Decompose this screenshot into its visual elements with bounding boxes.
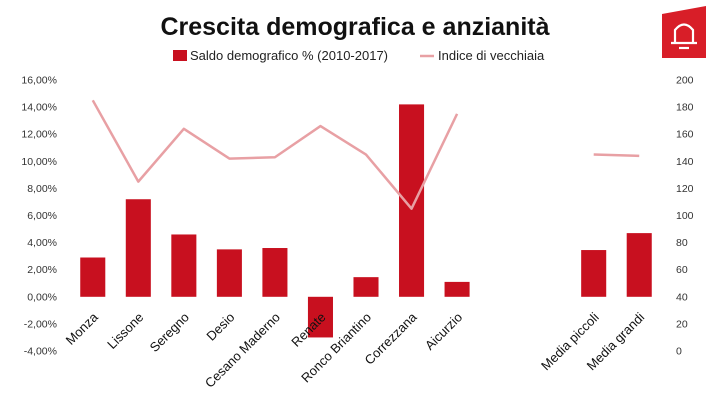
- x-category-label: Seregno: [147, 310, 192, 355]
- y-right-tick-label: 0: [676, 346, 682, 358]
- y-left-tick-label: 4,00%: [27, 237, 57, 249]
- bar: [171, 234, 197, 297]
- legend-line-label: Indice di vecchiaia: [438, 48, 545, 63]
- x-category-label: Desio: [203, 310, 237, 344]
- chart-title: Crescita demografica e anzianità: [160, 13, 549, 41]
- y-left-tick-label: 16,00%: [21, 75, 57, 87]
- line-series: [91, 99, 640, 210]
- bar: [581, 250, 607, 297]
- bar: [353, 277, 379, 297]
- y-right-tick-label: 140: [676, 156, 694, 168]
- y-left-tick-label: -2,00%: [24, 318, 57, 330]
- bar: [80, 257, 106, 297]
- x-category-label: Aicurzio: [422, 310, 465, 353]
- legend-bar-swatch: [173, 50, 187, 61]
- y-left-tick-label: 12,00%: [21, 129, 57, 141]
- y-left-tick-label: -4,00%: [24, 346, 57, 358]
- legend: Saldo demografico % (2010-2017) Indice d…: [173, 48, 545, 63]
- y-left-tick-label: 8,00%: [27, 183, 57, 195]
- bar: [125, 199, 151, 297]
- y-right-tick-label: 120: [676, 183, 694, 195]
- y-right-tick-label: 200: [676, 75, 694, 87]
- logo-badge: [662, 6, 706, 58]
- line-series-path: [593, 153, 640, 158]
- y-right-tick-label: 60: [676, 264, 688, 276]
- bar: [262, 248, 288, 297]
- y-right-tick-label: 100: [676, 210, 694, 222]
- bar: [444, 281, 470, 297]
- y-left-tick-label: 0,00%: [27, 291, 57, 303]
- y-right-tick-label: 160: [676, 129, 694, 141]
- x-category-label: Lissone: [104, 310, 146, 352]
- legend-bar-label: Saldo demografico % (2010-2017): [190, 48, 388, 63]
- y-left-tick-label: 14,00%: [21, 102, 57, 114]
- y-left-tick-label: 6,00%: [27, 210, 57, 222]
- line-series-path: [91, 99, 459, 210]
- y-right-tick-label: 20: [676, 318, 688, 330]
- y-left-tick-label: 10,00%: [21, 156, 57, 168]
- bell-logo-icon: [671, 23, 697, 50]
- y-right-tick-label: 80: [676, 237, 688, 249]
- bar-series: [80, 104, 652, 338]
- logo: [662, 6, 706, 58]
- y-axis-right: 0 20 40 60 80 100 120 140 160 180 200: [676, 75, 694, 358]
- y-right-tick-label: 40: [676, 291, 688, 303]
- bar: [399, 104, 425, 297]
- y-right-tick-label: 180: [676, 102, 694, 114]
- bar: [626, 233, 652, 297]
- y-left-tick-label: 2,00%: [27, 264, 57, 276]
- y-axis-left: -4,00% -2,00% 0,00% 2,00% 4,00% 6,00% 8,00% 10,…: [21, 75, 57, 358]
- bar: [307, 296, 333, 338]
- bar: [216, 249, 242, 297]
- x-category-label: Monza: [63, 309, 102, 348]
